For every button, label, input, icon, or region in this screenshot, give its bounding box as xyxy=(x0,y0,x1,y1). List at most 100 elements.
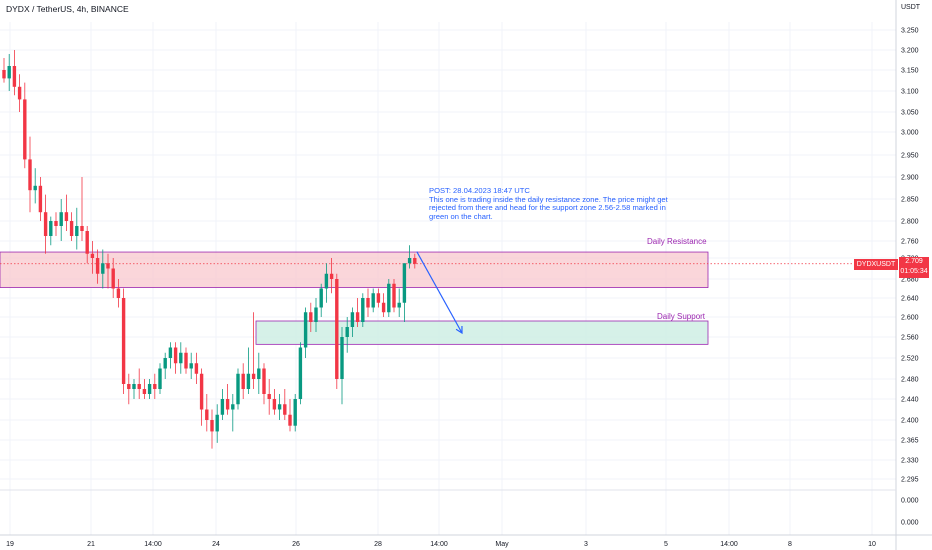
time-tick-label: 24 xyxy=(212,541,220,548)
candle-body xyxy=(173,347,178,364)
daily-support-zone xyxy=(255,320,709,345)
candle-body xyxy=(7,66,11,79)
candle-body xyxy=(251,373,256,379)
time-tick-label: 26 xyxy=(292,541,300,548)
time-tick-label: 21 xyxy=(87,541,95,548)
candle-body xyxy=(210,420,214,432)
price-tick-label: 3.250 xyxy=(901,28,919,35)
time-tick-label: 8 xyxy=(788,541,792,548)
candle-body xyxy=(80,226,84,231)
candle-body xyxy=(329,273,334,279)
time-tick-label: 14:00 xyxy=(430,541,448,548)
price-tick-label: 3.200 xyxy=(901,48,919,55)
projection-arrowhead xyxy=(455,325,463,335)
candle-body xyxy=(366,298,370,308)
candle-body xyxy=(298,347,303,399)
price-tick-label: 2.850 xyxy=(901,197,919,204)
candle-body xyxy=(407,258,412,264)
candle-body xyxy=(158,368,162,389)
candle-body xyxy=(127,384,131,389)
candle-body xyxy=(17,86,22,100)
candle-body xyxy=(257,368,261,379)
daily-resistance-zone xyxy=(0,251,709,288)
candle-body xyxy=(163,358,167,369)
daily-support-label: Daily Support xyxy=(657,312,706,321)
price-tick-label: 2.600 xyxy=(901,315,919,322)
candle-body xyxy=(225,399,230,410)
candle-body xyxy=(402,263,407,303)
current-price: 2.709 xyxy=(905,258,923,265)
daily-resistance-label: Daily Resistance xyxy=(647,237,707,246)
candle-body xyxy=(33,185,37,191)
candle-body xyxy=(241,373,245,389)
candle-body xyxy=(314,307,318,322)
candle-body xyxy=(231,404,235,410)
price-tick-label: 2.520 xyxy=(901,356,919,363)
candle-body xyxy=(38,185,43,213)
candle-countdown: 01:05:34 xyxy=(900,268,928,275)
price-tick-label: 2.760 xyxy=(901,239,919,246)
candle-body xyxy=(121,298,126,384)
candle-body xyxy=(392,283,396,308)
price-tick-label: 3.100 xyxy=(901,89,919,96)
time-tick-label: 5 xyxy=(664,541,668,548)
candle-body xyxy=(371,293,375,308)
candle-body xyxy=(142,389,147,394)
candle-body xyxy=(387,283,391,313)
time-tick-label: 14:00 xyxy=(720,541,738,548)
time-tick-label: 28 xyxy=(374,541,382,548)
candle-body xyxy=(111,268,115,289)
price-tick-label: 2.900 xyxy=(901,175,919,182)
candle-body xyxy=(288,414,292,426)
candle-body xyxy=(340,337,344,379)
price-tick-label: 3.150 xyxy=(901,68,919,75)
price-tick-label: 2.440 xyxy=(901,397,919,404)
candle-body xyxy=(361,298,365,322)
candle-body xyxy=(303,312,308,348)
candle-body xyxy=(12,66,17,87)
candle-body xyxy=(272,399,277,410)
candle-body xyxy=(2,70,6,79)
analysis-note: POST: 28.04.2023 18:47 UTC This one is t… xyxy=(429,186,668,221)
candle-body xyxy=(215,414,219,432)
price-tick-label: 3.050 xyxy=(901,110,919,117)
price-tick-label: 2.800 xyxy=(901,219,919,226)
indicator-tick-label: 0.000 xyxy=(901,520,919,527)
candle-body xyxy=(153,384,157,389)
time-tick-label: May xyxy=(495,541,509,548)
price-axis-unit: USDT xyxy=(901,4,921,11)
candle-body xyxy=(147,384,152,394)
candle-body xyxy=(381,302,386,313)
time-tick-label: 3 xyxy=(584,541,588,548)
price-tick-label: 2.950 xyxy=(901,153,919,160)
candle-body xyxy=(59,212,63,226)
candle-body xyxy=(179,352,183,364)
candle-body xyxy=(28,159,32,191)
candle-body xyxy=(49,221,53,236)
candle-body xyxy=(43,212,48,236)
candle-body xyxy=(64,212,69,221)
candle-body xyxy=(90,253,95,258)
candle-body xyxy=(85,231,89,254)
candle-body xyxy=(189,363,193,369)
price-tick-label: 3.000 xyxy=(901,130,919,137)
candle-body xyxy=(75,226,79,236)
price-tick-label: 2.365 xyxy=(901,438,919,445)
price-tick-label: 2.640 xyxy=(901,296,919,303)
price-tick-label: 2.560 xyxy=(901,335,919,342)
candle-body xyxy=(376,293,381,303)
current-price-box: 2.709 01:05:34 xyxy=(899,257,929,278)
indicator-tick-label: 0.000 xyxy=(901,498,919,505)
candle-body xyxy=(262,368,266,394)
candle-body xyxy=(267,394,271,399)
candle-body xyxy=(335,279,339,379)
symbol-price-tag: DYDXUSDT xyxy=(854,259,898,270)
candle-body xyxy=(137,384,141,389)
candle-body xyxy=(345,327,349,337)
candle-body xyxy=(23,99,27,160)
candle-body xyxy=(106,263,110,269)
candle-body xyxy=(324,273,329,289)
time-tick-label: 10 xyxy=(868,541,876,548)
candle-body xyxy=(350,312,355,327)
